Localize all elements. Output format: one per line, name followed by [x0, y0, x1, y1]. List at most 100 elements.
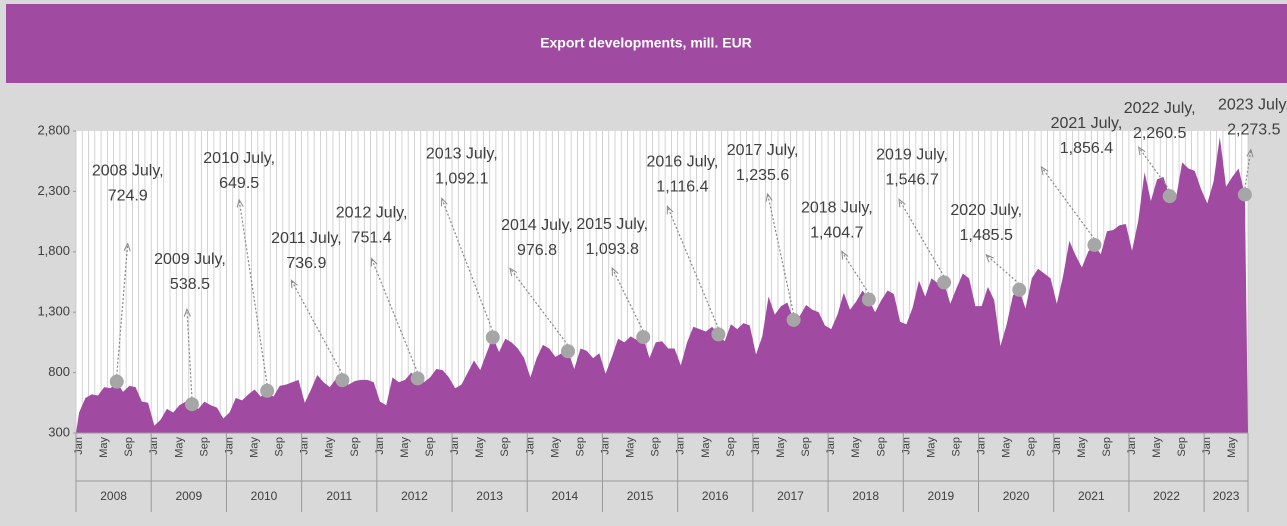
data-label-line: 2017 July,: [727, 142, 799, 159]
x-tick-label: May: [173, 437, 185, 458]
data-label: 2017 July, 1,235.6: [727, 142, 799, 184]
x-tick-label: Sep: [800, 437, 812, 457]
arrow-head: [290, 279, 298, 289]
arrow-head: [898, 198, 906, 208]
data-label-line: 2015 July,: [576, 216, 648, 233]
data-label-line: 1,856.4: [1060, 140, 1113, 157]
point: [786, 312, 801, 327]
point: [335, 373, 350, 388]
annotation-arrow: [841, 251, 870, 294]
data-label: 2008 July, 724.9: [92, 163, 164, 205]
point: [1162, 189, 1177, 204]
point: [1237, 187, 1252, 202]
point: [937, 275, 952, 290]
data-label: 2012 July, 751.4: [336, 205, 408, 247]
x-tick-label: Sep: [349, 437, 361, 457]
arrow-head: [183, 307, 191, 317]
data-label-line: 2010 July,: [203, 150, 275, 167]
x-tick-label: May: [625, 437, 637, 458]
data-label: 2022 July, 2,260.5: [1124, 100, 1196, 142]
data-label: 2015 July, 1,093.8: [576, 216, 648, 258]
data-label: 2009 July, 538.5: [154, 251, 226, 293]
x-tick-label: Sep: [1176, 437, 1188, 457]
data-label-line: 1,546.7: [885, 172, 938, 189]
data-label-line: 751.4: [352, 230, 392, 247]
annotation-arrow: [1040, 166, 1095, 240]
year-label: 2022: [1153, 489, 1180, 503]
arrow-head: [123, 242, 131, 252]
data-label-line: 2012 July,: [336, 205, 408, 222]
year-label: 2017: [777, 489, 804, 503]
point: [485, 330, 500, 345]
data-label: 2018 July, 1,404.7: [801, 200, 873, 242]
x-tick-label: Jan: [449, 437, 461, 455]
x-tick-label: May: [1076, 437, 1088, 458]
x-tick-label: Jan: [299, 437, 311, 455]
annotation-arrow: [186, 309, 193, 399]
x-tick-label: May: [249, 437, 261, 458]
year-label: 2015: [627, 489, 654, 503]
arrow-head: [370, 257, 378, 267]
x-tick-label: Jan: [148, 437, 160, 455]
x-tick-label: May: [474, 437, 486, 458]
x-tick-label: Jan: [825, 437, 837, 455]
annotation-arrow: [1244, 149, 1252, 189]
x-tick-label: Sep: [875, 437, 887, 457]
x-tick-label: Jan: [1051, 437, 1063, 455]
x-tick-label: May: [1001, 437, 1013, 458]
arrow-head: [236, 198, 244, 208]
x-tick-label: May: [98, 437, 110, 458]
data-label-line: 1,093.8: [586, 241, 639, 258]
y-tick-label: 2,800: [37, 122, 70, 137]
annotation-arrow: [985, 254, 1020, 285]
year-label: 2019: [928, 489, 955, 503]
annotation-arrow: [371, 258, 419, 373]
data-label-line: 2009 July,: [154, 251, 226, 268]
arrow-head: [611, 266, 619, 277]
data-label-line: 1,092.1: [435, 171, 488, 188]
data-label-line: 2016 July,: [647, 154, 719, 171]
data-label-line: 1,116.4: [656, 179, 708, 196]
year-label: 2014: [552, 489, 579, 503]
year-label: 2012: [401, 489, 428, 503]
x-tick-label: Sep: [123, 437, 135, 457]
point: [636, 330, 651, 345]
arrow-head: [666, 205, 674, 215]
data-label: 2013 July, 1,092.1: [426, 146, 498, 188]
annotation-arrow: [290, 279, 343, 375]
x-tick-label: Jan: [750, 437, 762, 455]
x-tick-label: Jan: [1201, 437, 1213, 455]
year-label: 2018: [852, 489, 879, 503]
y-tick-label: 2,300: [37, 183, 70, 198]
point: [861, 292, 876, 307]
year-label: 2010: [251, 489, 278, 503]
data-label-line: 2014 July,: [501, 217, 573, 234]
data-label-line: 1,485.5: [960, 227, 1013, 244]
annotation-arrow: [238, 199, 268, 385]
arrow-head: [1246, 148, 1254, 158]
x-tick-label: May: [850, 437, 862, 458]
data-label-line: 736.9: [286, 255, 326, 272]
x-tick-label: Jan: [73, 437, 85, 455]
annotation-arrow: [509, 267, 569, 346]
data-label: 2020 July, 1,485.5: [950, 202, 1022, 244]
annotation-arrow: [767, 193, 795, 315]
x-tick-label: May: [925, 437, 937, 458]
arrow-head: [440, 197, 448, 207]
data-label-line: 538.5: [170, 276, 210, 293]
y-tick-label: 300: [48, 424, 70, 439]
y-tick-label: 1,800: [37, 243, 70, 258]
data-label-line: 2023 July,: [1218, 97, 1287, 114]
data-label-line: 2021 July,: [1051, 115, 1123, 132]
arrow-head: [1137, 146, 1146, 156]
data-label: 2019 July, 1,546.7: [876, 147, 948, 189]
x-tick-label: May: [775, 437, 787, 458]
y-tick-label: 1,300: [37, 304, 70, 319]
chart-title: Export developments, mill. EUR: [540, 35, 752, 51]
arrow-head: [1040, 165, 1049, 175]
x-tick-label: Jan: [675, 437, 687, 455]
year-label: 2013: [476, 489, 503, 503]
data-label-line: 724.9: [108, 188, 148, 205]
point: [1012, 282, 1027, 297]
